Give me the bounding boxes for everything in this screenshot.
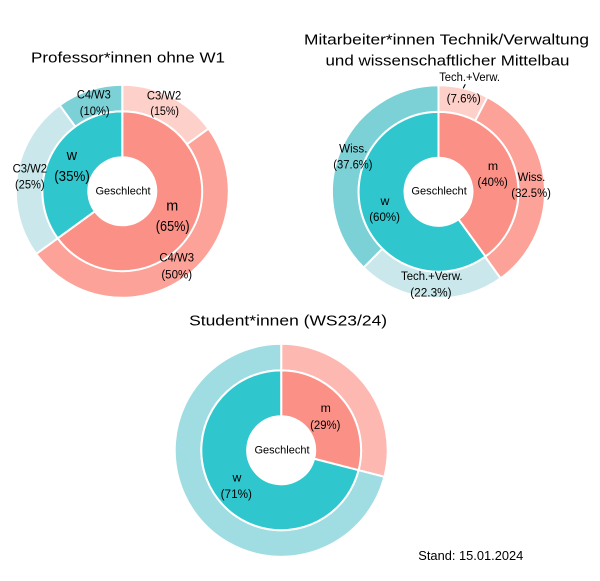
svg-text:(60%): (60%) xyxy=(369,210,400,224)
svg-text:Geschlecht: Geschlecht xyxy=(255,444,310,456)
svg-text:(37.6%): (37.6%) xyxy=(333,157,372,171)
svg-text:Geschlecht: Geschlecht xyxy=(96,186,151,198)
svg-text:w: w xyxy=(66,148,78,164)
svg-text:(71%): (71%) xyxy=(221,487,252,501)
svg-text:und wissenschaftlicher Mittelb: und wissenschaftlicher Mittelbau xyxy=(326,53,570,70)
svg-text:(25%): (25%) xyxy=(15,177,45,191)
svg-text:(29%): (29%) xyxy=(310,418,340,432)
svg-text:Tech.+Verw.: Tech.+Verw. xyxy=(439,70,500,84)
svg-text:Student*innen (WS23/24): Student*innen (WS23/24) xyxy=(189,313,387,330)
svg-text:Wiss.: Wiss. xyxy=(339,142,367,156)
svg-text:(15%): (15%) xyxy=(150,104,179,118)
svg-text:(10%): (10%) xyxy=(80,104,110,118)
svg-text:Wiss.: Wiss. xyxy=(518,170,546,184)
svg-text:(22.3%): (22.3%) xyxy=(410,285,451,299)
svg-text:Mitarbeiter*innen Technik/Verw: Mitarbeiter*innen Technik/Verwaltung xyxy=(304,31,589,48)
svg-text:(65%): (65%) xyxy=(156,219,190,235)
svg-text:C3/W2: C3/W2 xyxy=(13,161,48,175)
svg-text:(35%): (35%) xyxy=(54,169,90,185)
svg-text:Tech.+Verw.: Tech.+Verw. xyxy=(401,269,463,283)
svg-text:m: m xyxy=(166,199,178,215)
svg-text:(32.5%): (32.5%) xyxy=(511,186,551,200)
svg-text:Geschlecht: Geschlecht xyxy=(411,186,466,198)
svg-text:m: m xyxy=(321,401,331,415)
svg-text:(7.6%): (7.6%) xyxy=(447,92,481,106)
svg-text:w: w xyxy=(380,194,390,208)
svg-text:(50%): (50%) xyxy=(161,267,192,281)
svg-text:w: w xyxy=(232,470,242,484)
svg-text:Professor*innen ohne W1: Professor*innen ohne W1 xyxy=(31,50,225,67)
svg-text:m: m xyxy=(488,159,498,173)
svg-text:C3/W2: C3/W2 xyxy=(147,89,182,103)
svg-text:C4/W3: C4/W3 xyxy=(159,251,194,265)
svg-text:(40%): (40%) xyxy=(478,175,508,189)
svg-text:C4/W3: C4/W3 xyxy=(77,87,111,101)
svg-text:Stand: 15.01.2024: Stand: 15.01.2024 xyxy=(418,549,523,563)
